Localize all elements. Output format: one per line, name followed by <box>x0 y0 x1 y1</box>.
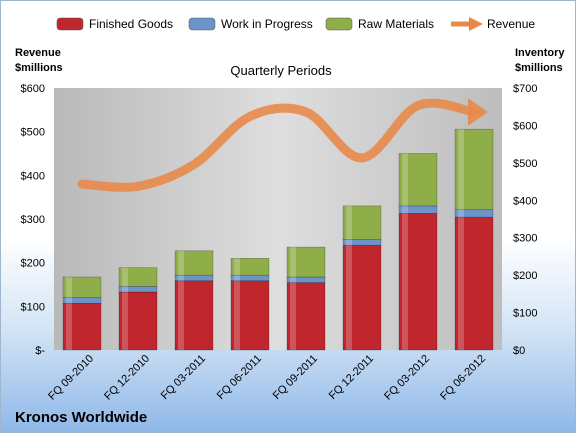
left-tick-label: $500 <box>21 127 45 139</box>
left-axis-title-line1: Revenue <box>15 47 61 59</box>
left-tick-label: $400 <box>21 170 45 182</box>
x-tick-label: FQ 09-2010 <box>46 353 96 403</box>
bar-sheen-2-0 <box>66 277 72 298</box>
right-axis-title-line2: $millions <box>515 62 563 74</box>
right-tick-label: $200 <box>513 270 537 282</box>
x-tick-label: FQ 12-2011 <box>327 353 376 402</box>
x-tick-label: FQ 03-2012 <box>382 353 432 403</box>
chart-title: Quarterly Periods <box>230 63 332 78</box>
bar-sheen-2-7 <box>458 129 464 210</box>
bar-sheen-0-7 <box>458 217 464 350</box>
bar-sheen-0-4 <box>290 283 296 350</box>
bar-sheen-1-2 <box>178 275 184 281</box>
bar-sheen-0-1 <box>122 292 128 350</box>
right-tick-label: $600 <box>513 120 537 132</box>
x-tick-label: FQ 09-2011 <box>271 353 320 402</box>
bar-sheen-2-3 <box>234 258 240 275</box>
company-name: Kronos Worldwide <box>15 409 147 426</box>
x-tick-label: FQ 03-2011 <box>159 353 208 402</box>
bar-sheen-0-6 <box>402 213 408 350</box>
left-axis: $- $100 $200 $300 $400 $500 $600 <box>21 83 46 357</box>
legend-label-work-in-progress: Work in Progress <box>221 17 313 31</box>
legend-label-finished-goods: Finished Goods <box>89 17 173 31</box>
bar-sheen-0-3 <box>234 281 240 350</box>
legend-label-raw-materials: Raw Materials <box>358 17 434 31</box>
bar-sheen-1-6 <box>402 206 408 214</box>
x-tick-label: FQ 12-2010 <box>102 353 152 403</box>
legend-swatch-revenue <box>451 17 483 31</box>
right-tick-label: $0 <box>513 345 525 357</box>
x-tick-label: FQ 06-2011 <box>215 353 264 402</box>
left-tick-label: $200 <box>21 258 45 270</box>
left-axis-title-line2: $millions <box>15 62 63 74</box>
bar-sheen-1-5 <box>346 240 352 246</box>
right-tick-label: $400 <box>513 195 537 207</box>
right-tick-label: $700 <box>513 83 537 95</box>
right-tick-label: $500 <box>513 158 537 170</box>
bar-sheen-2-5 <box>346 206 352 240</box>
bar-sheen-1-4 <box>290 277 296 283</box>
left-tick-label: $300 <box>21 214 45 226</box>
legend-swatch-raw-materials <box>326 18 352 30</box>
bar-sheen-0-2 <box>178 281 184 350</box>
bar-sheen-2-4 <box>290 247 296 277</box>
left-tick-label: $600 <box>21 83 45 95</box>
bar-sheen-1-3 <box>234 275 240 281</box>
legend-swatch-work-in-progress <box>189 18 215 30</box>
right-tick-label: $100 <box>513 308 537 320</box>
bar-sheen-2-2 <box>178 251 184 275</box>
legend: Finished Goods Work in Progress Raw Mate… <box>57 17 535 31</box>
bar-sheen-1-7 <box>458 210 464 218</box>
bar-sheen-1-1 <box>122 286 128 292</box>
right-tick-label: $300 <box>513 233 537 245</box>
bar-sheen-0-0 <box>66 303 72 350</box>
legend-label-revenue: Revenue <box>487 17 535 31</box>
bar-sheen-2-1 <box>122 268 128 287</box>
bar-sheen-1-0 <box>66 298 72 304</box>
bar-sheen-0-5 <box>346 245 352 350</box>
legend-swatch-finished-goods <box>57 18 83 30</box>
left-tick-label: $- <box>35 345 45 357</box>
left-tick-label: $100 <box>21 301 45 313</box>
right-axis: $0 $100 $200 $300 $400 $500 $600 $700 <box>513 83 537 357</box>
bar-sheen-2-6 <box>402 154 408 206</box>
right-axis-title-line1: Inventory <box>515 47 565 59</box>
x-tick-label: FQ 06-2012 <box>438 353 488 403</box>
